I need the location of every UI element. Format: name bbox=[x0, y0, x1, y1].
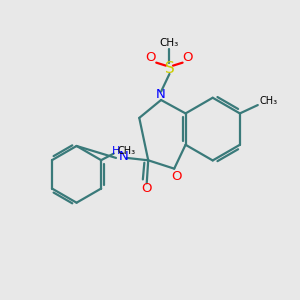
Text: N: N bbox=[119, 150, 129, 163]
Text: N: N bbox=[156, 88, 165, 100]
Text: CH₃: CH₃ bbox=[160, 38, 179, 48]
Text: H: H bbox=[112, 146, 120, 156]
Text: O: O bbox=[171, 169, 181, 183]
Text: O: O bbox=[146, 51, 156, 64]
Text: O: O bbox=[142, 182, 152, 195]
Text: CH₃: CH₃ bbox=[259, 96, 278, 106]
Text: CH₃: CH₃ bbox=[118, 146, 136, 156]
Text: O: O bbox=[183, 51, 193, 64]
Text: S: S bbox=[165, 61, 174, 76]
